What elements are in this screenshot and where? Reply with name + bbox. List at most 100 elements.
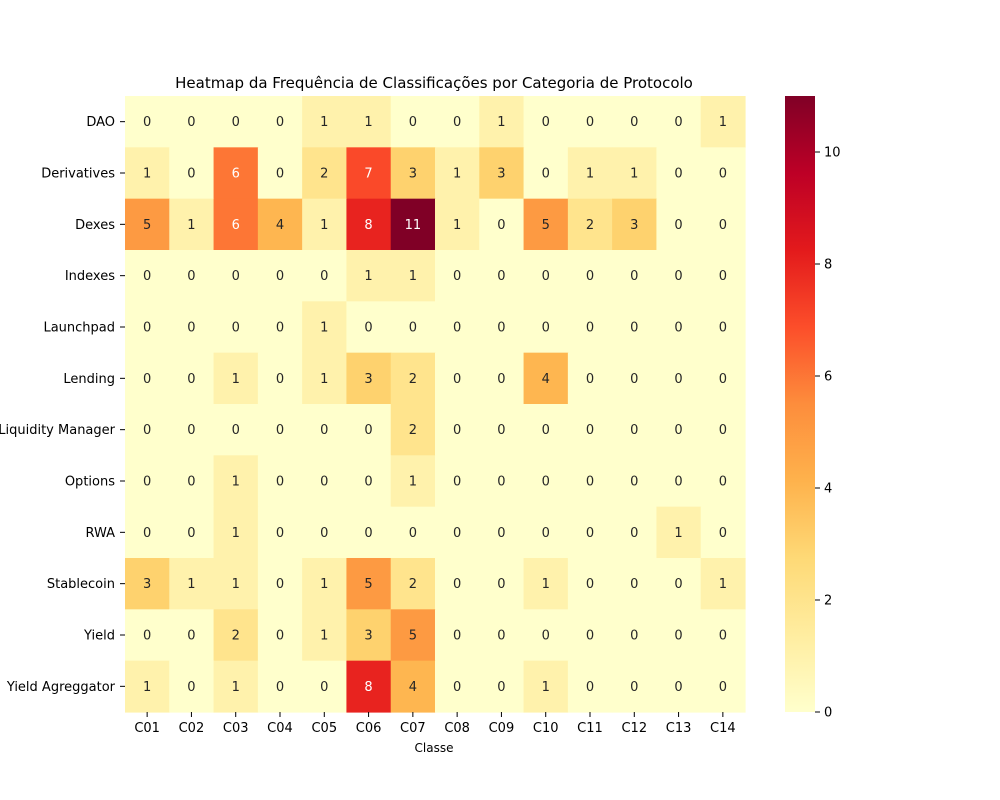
cell-value-label: 0 xyxy=(364,320,372,335)
cell-value-label: 0 xyxy=(586,320,594,335)
cell-value-label: 0 xyxy=(453,269,461,284)
cell-labels: 0 0 0 0 1 1 0 0 1 0 0 0 0 11 0 6 0 2 7 3 1 3 0 1 1 0 05 1 6 4 1 8 11 1 0 5 2… xyxy=(143,115,727,695)
cell-value-label: 0 xyxy=(276,577,284,592)
heatmap-cell xyxy=(346,352,392,405)
heatmap-cell xyxy=(125,249,170,302)
cell-value-label: 0 xyxy=(143,269,151,284)
cell-value-label: 1 xyxy=(542,577,550,592)
cell-value-label: 0 xyxy=(719,166,727,181)
cell-value-label: 0 xyxy=(453,423,461,438)
heatmap-cell xyxy=(390,403,436,456)
cell-value-label: 1 xyxy=(674,526,682,541)
heatmap-cell xyxy=(390,557,436,610)
x-tick-label: C01 xyxy=(134,721,160,736)
heatmap-cell xyxy=(656,96,702,148)
cell-value-label: 0 xyxy=(586,115,594,130)
cell-value-label: 0 xyxy=(674,320,682,335)
heatmap-cell xyxy=(346,249,392,302)
y-axis: DAO Derivatives Dexes Indexes Launchpad Lendi… xyxy=(0,115,125,695)
heatmap-cell xyxy=(346,660,392,713)
cell-value-label: 0 xyxy=(586,628,594,643)
cell-value-label: 0 xyxy=(143,628,151,643)
heatmap-cell xyxy=(523,198,569,251)
heatmap-cell xyxy=(434,198,480,251)
cell-value-label: 5 xyxy=(143,218,151,233)
cell-value-label: 0 xyxy=(187,628,195,643)
cell-value-label: 0 xyxy=(187,423,195,438)
x-tick-label: C02 xyxy=(179,721,205,736)
cell-value-label: 1 xyxy=(364,115,372,130)
cell-value-label: 1 xyxy=(320,577,328,592)
heatmap-cell xyxy=(567,96,613,148)
cell-value-label: 0 xyxy=(276,372,284,387)
cell-value-label: 0 xyxy=(276,320,284,335)
heatmap-cell xyxy=(479,249,525,302)
cell-value-label: 0 xyxy=(276,115,284,130)
x-tick-label: C13 xyxy=(666,721,692,736)
heatmap-cell xyxy=(479,301,525,354)
cell-value-label: 0 xyxy=(409,320,417,335)
heatmap-cell xyxy=(346,609,392,662)
cell-value-label: 0 xyxy=(586,526,594,541)
cell-value-label: 0 xyxy=(674,628,682,643)
heatmap-cell xyxy=(612,301,658,354)
cell-value-label: 2 xyxy=(409,577,417,592)
heatmap-cell xyxy=(125,403,170,456)
y-tick-label: Stablecoin xyxy=(47,577,115,592)
cell-value-label: 0 xyxy=(453,628,461,643)
heatmap-cell xyxy=(302,403,348,456)
cell-value-label: 0 xyxy=(187,526,195,541)
heatmap-cell xyxy=(479,557,525,610)
cell-value-label: 1 xyxy=(630,166,638,181)
heatmap-cell xyxy=(257,455,303,508)
heatmap-cell xyxy=(612,403,658,456)
heatmap-cell xyxy=(302,506,348,559)
cell-value-label: 1 xyxy=(497,115,505,130)
heatmap-cell xyxy=(700,609,746,662)
heatmap-cell xyxy=(257,249,303,302)
heatmap-cell xyxy=(656,147,702,200)
heatmap-cell xyxy=(434,660,480,713)
heatmap-cell xyxy=(169,455,215,508)
cell-value-label: 0 xyxy=(630,628,638,643)
cell-value-label: 0 xyxy=(497,577,505,592)
cell-value-label: 0 xyxy=(630,423,638,438)
heatmap-cell xyxy=(346,455,392,508)
cell-value-label: 0 xyxy=(187,320,195,335)
heatmap-cell xyxy=(213,660,259,713)
colorbar-ticks: 0 2 4 6 8 10 xyxy=(815,146,841,721)
heatmap-cell xyxy=(302,352,348,405)
heatmap-cell xyxy=(169,506,215,559)
heatmap-cell xyxy=(434,403,480,456)
heatmap-cell xyxy=(390,198,436,251)
colorbar-tick-label: 10 xyxy=(824,146,841,161)
heatmap-cell xyxy=(213,147,259,200)
cell-value-label: 0 xyxy=(143,372,151,387)
cell-value-label: 4 xyxy=(409,680,417,695)
cell-value-label: 1 xyxy=(187,218,195,233)
cell-value-label: 0 xyxy=(364,423,372,438)
cell-value-label: 0 xyxy=(187,269,195,284)
heatmap-cell xyxy=(390,506,436,559)
cell-value-label: 1 xyxy=(232,372,240,387)
heatmap-cell xyxy=(656,506,702,559)
heatmap-cell xyxy=(567,301,613,354)
cell-value-label: 0 xyxy=(453,372,461,387)
heatmap-cell xyxy=(302,198,348,251)
heatmap-cell xyxy=(612,557,658,610)
heatmap-cell xyxy=(656,660,702,713)
cell-value-label: 0 xyxy=(320,269,328,284)
cell-value-label: 0 xyxy=(586,577,594,592)
heatmap-cell xyxy=(125,352,170,405)
heatmap-cell xyxy=(169,249,215,302)
cell-value-label: 0 xyxy=(143,320,151,335)
cell-value-label: 3 xyxy=(364,628,372,643)
cell-value-label: 0 xyxy=(542,628,550,643)
cell-value-label: 0 xyxy=(542,320,550,335)
heatmap-cell xyxy=(656,403,702,456)
heatmap-cell xyxy=(567,198,613,251)
y-tick-label: Derivatives xyxy=(41,166,115,181)
y-tick-label: Yield Agreggator xyxy=(6,680,116,695)
cell-value-label: 0 xyxy=(542,269,550,284)
heatmap-cell xyxy=(700,301,746,354)
